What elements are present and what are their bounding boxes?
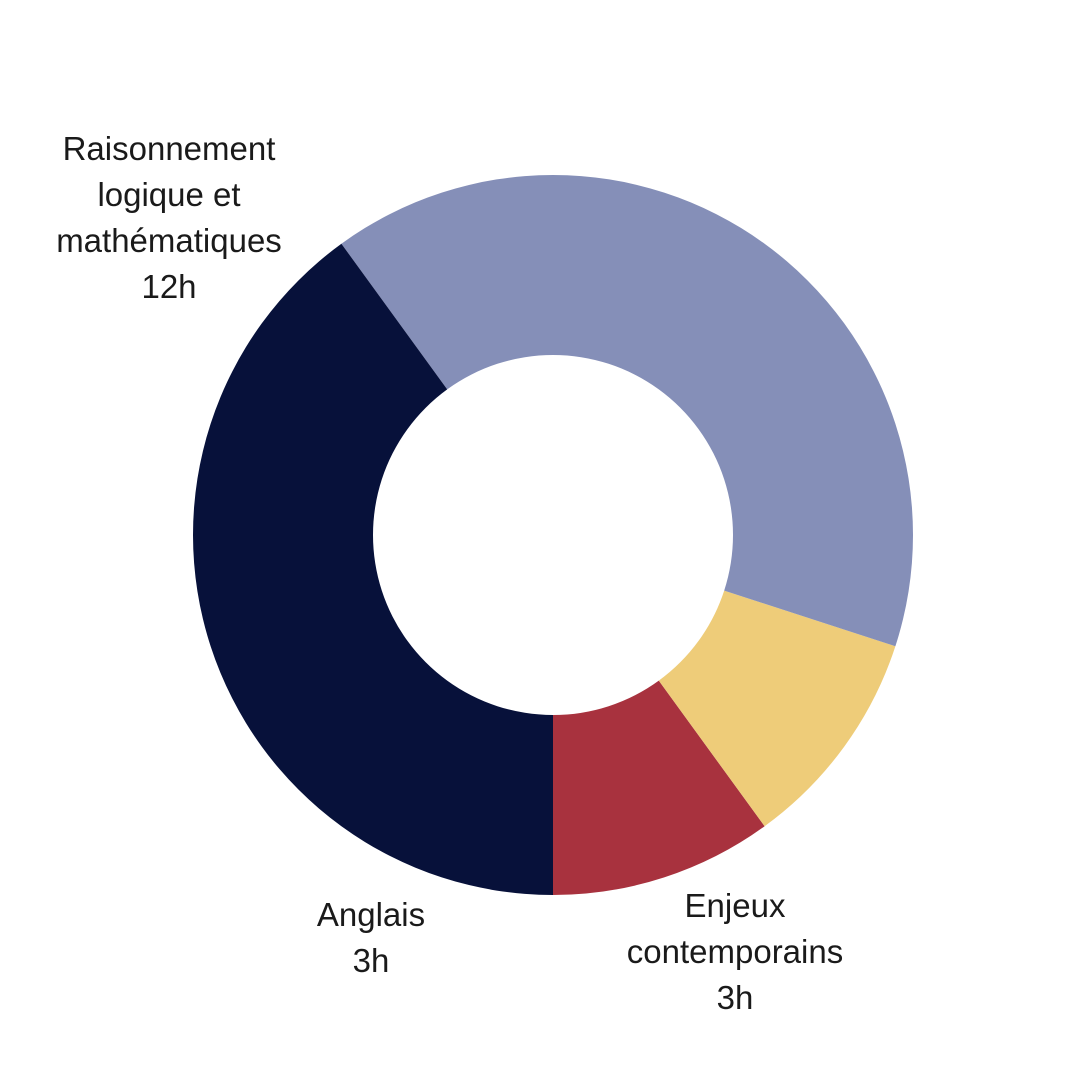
slice-label-1-line-1: 3h	[353, 942, 390, 979]
donut-slice-1	[658, 590, 896, 827]
slice-labels: Enjeux contemporains 3h Anglais 3h Raisonneme…	[56, 130, 843, 1016]
donut-slice-0	[553, 680, 765, 895]
slice-label-2-line-1: logique et	[97, 176, 240, 213]
donut-slices	[193, 174, 914, 895]
slice-label-0-line-1: contemporains	[627, 933, 843, 970]
slice-label-0-line-0: Enjeux	[685, 887, 786, 924]
slice-label-2-line-2: mathématiques	[56, 222, 282, 259]
slice-label-1-line-0: Anglais	[317, 896, 425, 933]
slice-label-0-line-2: 3h	[717, 979, 754, 1016]
donut-slice-2	[341, 174, 914, 647]
donut-slice-3	[193, 243, 553, 895]
slice-label-2-line-3: 12h	[141, 268, 196, 305]
slice-label-2-line-0: Raisonnement	[63, 130, 276, 167]
